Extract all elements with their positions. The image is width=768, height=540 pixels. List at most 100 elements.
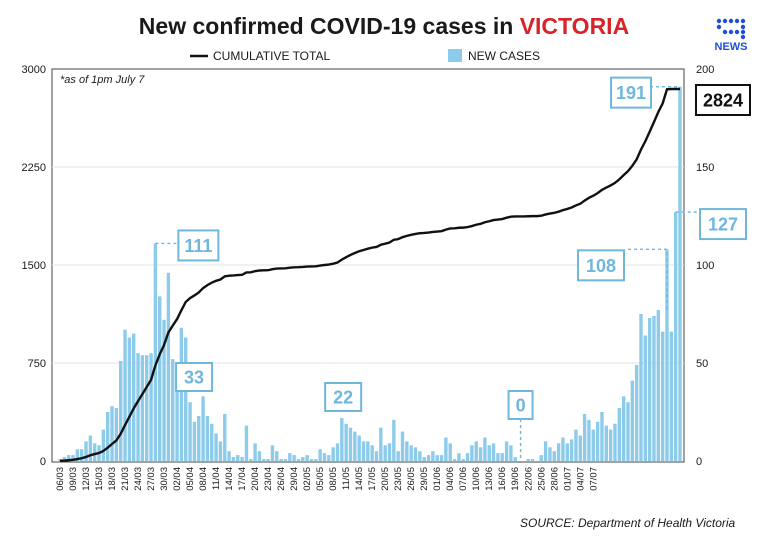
title-state: VICTORIA <box>519 13 630 39</box>
x-tick-label: 17/04 <box>237 467 248 491</box>
new-cases-bar <box>678 86 682 461</box>
x-tick-label: 26/04 <box>276 467 287 491</box>
callout-label: 0 <box>516 396 526 416</box>
new-cases-bar <box>461 459 465 461</box>
x-tick-label: 23/05 <box>393 467 404 491</box>
new-cases-bar <box>236 455 240 461</box>
new-cases-bar <box>318 449 322 461</box>
x-tick-label: 20/05 <box>380 467 391 491</box>
x-tick-label: 09/03 <box>68 467 79 491</box>
new-cases-bar <box>656 310 661 461</box>
x-tick-label: 10/06 <box>471 467 482 491</box>
new-cases-bar <box>327 455 331 461</box>
new-cases-bar <box>569 439 574 461</box>
new-cases-bar <box>296 459 301 461</box>
left-axis: 0 750 1500 2250 3000 <box>22 64 46 468</box>
new-cases-bar <box>643 335 648 461</box>
new-cases-bar <box>106 412 110 461</box>
new-cases-bar <box>270 445 275 461</box>
x-tick-label: 29/05 <box>419 467 430 491</box>
nine-news-logo: NEWS <box>711 16 751 52</box>
new-cases-bar <box>214 433 218 461</box>
new-cases-bar <box>600 412 604 461</box>
new-cases-bar <box>205 415 210 461</box>
new-cases-bar <box>257 451 262 461</box>
left-tick-label: 1500 <box>22 260 46 272</box>
new-cases-bar <box>127 337 132 461</box>
new-cases-bar <box>387 443 392 461</box>
new-cases-bar <box>192 421 197 461</box>
new-cases-bar <box>123 329 127 461</box>
new-cases-bar <box>582 413 587 461</box>
callout-leader <box>624 248 668 310</box>
new-cases-bar <box>578 435 582 461</box>
legend-cumulative-label: CUMULATIVE TOTAL <box>213 49 330 63</box>
callout-box <box>699 208 747 241</box>
x-tick-label: 26/05 <box>406 467 417 491</box>
x-tick-label: 06/03 <box>55 467 66 491</box>
new-cases-bar <box>587 419 591 461</box>
new-cases-bar <box>331 447 335 461</box>
x-tick-label: 05/04 <box>185 467 196 491</box>
new-cases-bar <box>132 333 136 461</box>
x-tick-label: 04/07 <box>575 467 586 491</box>
new-cases-bar <box>630 380 634 461</box>
callout-box <box>175 362 214 392</box>
legend-bar-swatch <box>448 49 462 62</box>
new-cases-bar <box>92 443 97 461</box>
new-cases-bar <box>483 437 487 461</box>
nine-logo-icon: NEWS <box>715 18 748 52</box>
new-cases-bar <box>158 296 162 461</box>
new-cases-bar <box>71 455 75 461</box>
x-tick-label: 01/06 <box>432 467 443 491</box>
callout-box <box>576 249 625 282</box>
callout-box <box>177 229 220 262</box>
new-cases-bar <box>283 459 288 461</box>
new-cases-bar <box>370 445 374 461</box>
new-cases-bar <box>249 459 253 461</box>
new-cases-bar <box>613 423 617 461</box>
new-cases-bar <box>66 455 71 461</box>
new-cases-bar <box>617 408 621 461</box>
callouts-layer: 111 33 22 0 108 127 191 2824 <box>155 76 751 460</box>
new-cases-bar <box>136 353 140 461</box>
new-cases-bar <box>665 249 669 461</box>
x-tick-label: 14/05 <box>354 467 365 491</box>
new-cases-bar <box>379 427 383 461</box>
new-cases-bar <box>184 337 188 461</box>
new-cases-bar <box>262 459 266 461</box>
callout-label: 108 <box>586 256 616 276</box>
new-cases-bar <box>114 408 119 461</box>
new-cases-bar <box>197 415 201 461</box>
new-cases-bar <box>344 423 348 461</box>
new-cases-bar <box>335 443 340 461</box>
new-cases-bar <box>478 447 483 461</box>
callout-box <box>507 390 534 420</box>
right-tick-label: 150 <box>696 162 714 174</box>
new-cases-bar <box>366 441 370 461</box>
x-tick-label: 13/06 <box>484 467 495 491</box>
new-cases-bar <box>669 331 674 461</box>
new-cases-bar <box>288 453 292 461</box>
new-cases-bar <box>409 445 413 461</box>
x-tick-label: 24/03 <box>133 467 144 491</box>
right-tick-label: 100 <box>696 260 714 272</box>
callout-label: 127 <box>708 215 738 235</box>
new-cases-bar <box>357 435 361 461</box>
new-cases-bar <box>405 441 409 461</box>
x-tick-label: 11/05 <box>341 467 352 490</box>
new-cases-bar <box>279 459 283 461</box>
new-cases-bar <box>565 443 569 461</box>
new-cases-bar <box>500 453 504 461</box>
new-cases-bar <box>400 431 405 461</box>
new-cases-bar <box>634 364 639 461</box>
callout-label: 2824 <box>703 91 743 111</box>
x-tick-label: 30/03 <box>159 467 170 491</box>
new-cases-bar <box>301 457 305 461</box>
new-cases-bar <box>201 396 205 461</box>
new-cases-bar <box>474 441 478 461</box>
new-cases-bar <box>470 445 474 461</box>
right-tick-label: 50 <box>696 358 708 370</box>
chart-title: New confirmed COVID-19 cases in VICTORIA <box>0 12 768 40</box>
title-main: New confirmed COVID-19 cases in <box>138 13 514 39</box>
